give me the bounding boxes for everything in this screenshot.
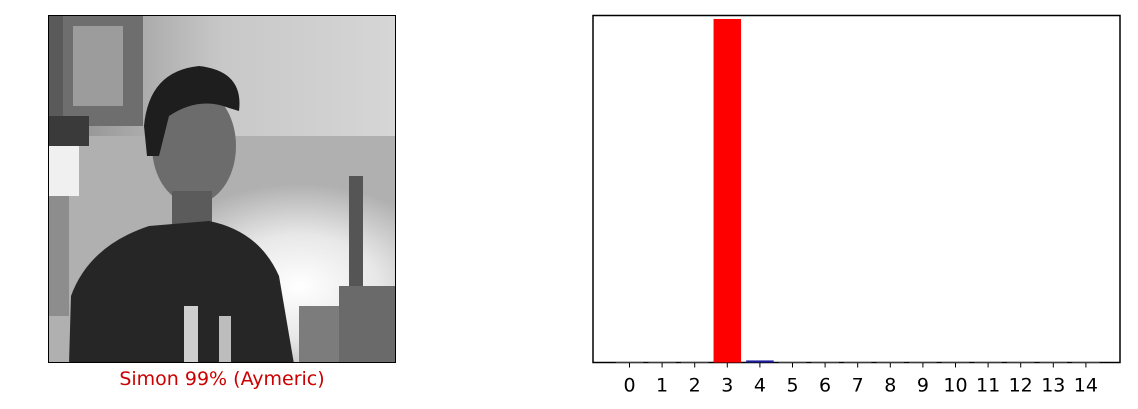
x-tick-label-12: 12 [1009, 375, 1033, 397]
bar-2 [680, 361, 709, 363]
x-tick-label-2: 2 [689, 375, 701, 397]
bar-1 [648, 361, 676, 363]
bar-4 [746, 360, 774, 363]
x-tick-label-11: 11 [976, 375, 1000, 397]
bar-14 [1072, 361, 1100, 363]
bar-3 [713, 18, 742, 363]
prediction-caption: Simon 99% (Aymeric) [119, 368, 325, 390]
bar-5 [778, 361, 807, 363]
x-tick-label-5: 5 [786, 375, 798, 397]
bar-8 [876, 361, 905, 363]
bar-10 [941, 361, 970, 363]
x-tick-label-8: 8 [884, 375, 896, 397]
bar-11 [974, 361, 1002, 363]
bar-7 [843, 361, 872, 363]
x-tick-label-1: 1 [656, 375, 668, 397]
plot-area [592, 14, 1121, 364]
x-tick-label-13: 13 [1041, 375, 1065, 397]
x-tick-label-4: 4 [754, 375, 766, 397]
x-tick-label-7: 7 [852, 375, 864, 397]
x-tick-label-10: 10 [943, 375, 967, 397]
x-tick-label-9: 9 [917, 375, 929, 397]
bar-0 [615, 361, 644, 363]
x-tick-label-0: 0 [623, 375, 635, 397]
x-tick-label-14: 14 [1074, 375, 1098, 397]
bar-6 [811, 361, 839, 363]
bar-9 [909, 361, 937, 363]
bar-13 [1039, 361, 1068, 363]
face-photo-illustration [49, 16, 395, 362]
face-image [48, 15, 396, 363]
x-tick-label-6: 6 [819, 375, 831, 397]
x-tick-label-3: 3 [721, 375, 733, 397]
bar-12 [1006, 361, 1035, 363]
